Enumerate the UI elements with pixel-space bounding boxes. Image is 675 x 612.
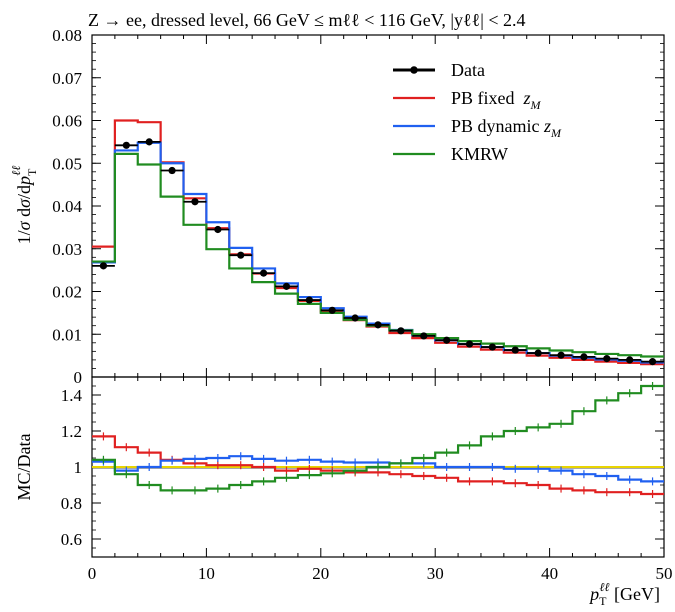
x-tick-label: 40 — [541, 564, 558, 583]
ratio-y-tick-label: 1.2 — [61, 422, 82, 441]
main-series — [92, 119, 664, 366]
x-tick-label: 20 — [312, 564, 329, 583]
data-point — [122, 141, 130, 149]
data-point — [191, 198, 199, 206]
legend-label-pb-dynamic: PB dynamic zM — [451, 116, 562, 140]
x-axis-title: pTℓℓ [GeV] — [588, 580, 660, 608]
data-point — [237, 251, 245, 259]
data-point — [260, 269, 268, 277]
ratio-ticks: 0.6 0.8 1 1.2 1.4 0 10 20 30 40 50 — [61, 376, 673, 583]
legend-label-pb-fixed: PB fixed zM — [451, 88, 542, 112]
data-point — [488, 343, 496, 351]
ratio-y-tick-label: 0.6 — [61, 530, 82, 549]
ratio-y-axis-title: MC/Data — [14, 433, 34, 500]
legend: Data PB fixed zM PB dynamic zM KMRW — [393, 60, 562, 164]
data-point — [648, 358, 657, 366]
data-point — [351, 314, 359, 322]
main-y-tick-label: 0.03 — [52, 240, 82, 259]
data-point — [420, 332, 428, 340]
data-point — [99, 262, 108, 270]
data-point — [603, 355, 611, 363]
data-point — [443, 336, 451, 344]
data-point — [374, 321, 382, 329]
x-tick-label: 0 — [88, 564, 97, 583]
main-panel: 0 0.01 0.02 0.03 0.04 0.05 0.06 0.07 0.08 1/σ dσ… — [9, 26, 665, 387]
legend-label-kmrw: KMRW — [451, 144, 508, 164]
data-point — [214, 225, 222, 234]
ratio-line-kmrw — [92, 384, 664, 492]
data-point — [328, 306, 336, 314]
x-tick-label: 10 — [198, 564, 215, 583]
data-point — [626, 356, 634, 364]
data-point — [511, 346, 519, 354]
data-point — [465, 340, 474, 348]
ratio-line-pb-dynamic-z-m — [92, 455, 664, 483]
main-y-tick-label: 0.04 — [52, 197, 82, 216]
main-y-tick-label: 0.01 — [52, 325, 82, 344]
main-y-tick-label: 0.06 — [52, 112, 82, 131]
ratio-panel: 0.6 0.8 1 1.2 1.4 0 10 20 30 40 50 MC/Data — [14, 376, 673, 583]
main-ticks: 0 0.01 0.02 0.03 0.04 0.05 0.06 0.07 0.08 — [52, 26, 665, 387]
ratio-series — [92, 382, 664, 498]
data-point — [397, 327, 405, 335]
main-y-tick-label: 0.08 — [52, 26, 82, 45]
legend-item-kmrw: KMRW — [393, 144, 508, 164]
ratio-y-tick-label: 1.4 — [61, 386, 83, 405]
main-y-tick-label: 0.05 — [52, 154, 82, 173]
legend-item-pb-fixed: PB fixed zM — [393, 88, 542, 112]
x-tick-label: 30 — [427, 564, 444, 583]
main-y-tick-label: 0 — [74, 368, 83, 387]
data-point — [145, 138, 153, 146]
main-y-tick-label: 0.02 — [52, 283, 82, 302]
data-point — [305, 296, 313, 304]
legend-label-data: Data — [451, 60, 485, 80]
data-point — [168, 166, 176, 175]
data-point — [557, 351, 565, 359]
data-point — [580, 353, 588, 361]
data-point — [534, 349, 542, 357]
chart-title: Z → ee, dressed level, 66 GeV ≤ mℓℓ < 11… — [88, 10, 525, 30]
ratio-y-tick-label: 0.8 — [61, 494, 82, 513]
data-point — [282, 282, 291, 290]
ratio-y-tick-label: 1 — [74, 458, 83, 477]
x-tick-label: 50 — [656, 564, 673, 583]
series-line-pb-dynamic-z-m — [92, 141, 664, 364]
main-y-tick-label: 0.07 — [52, 69, 82, 88]
legend-item-pb-dynamic: PB dynamic zM — [393, 116, 562, 140]
legend-item-data: Data — [393, 60, 485, 80]
main-y-axis-title: 1/σ dσ/dpTℓℓ — [9, 166, 39, 245]
